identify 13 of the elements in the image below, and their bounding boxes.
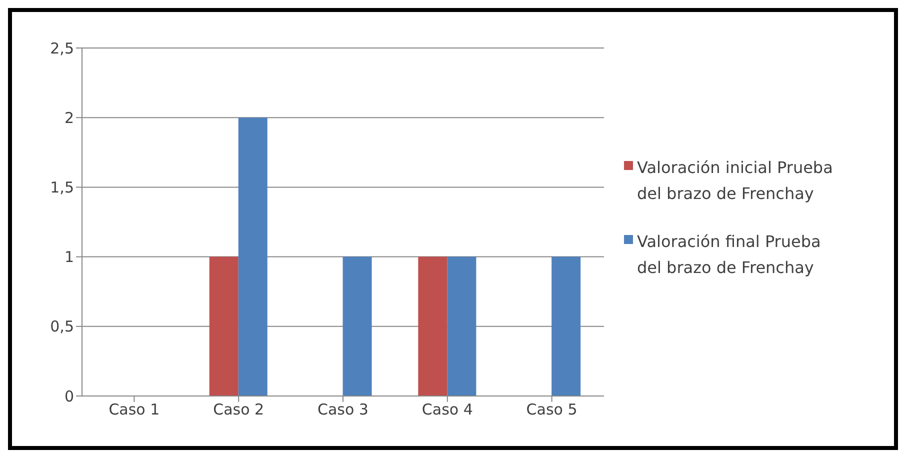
x-tick-label: Caso 2 bbox=[213, 400, 264, 419]
y-tick-label: 0 bbox=[64, 387, 74, 406]
x-tick-label: Caso 3 bbox=[318, 400, 368, 419]
y-tick-label: 1 bbox=[64, 248, 74, 266]
y-tick-label: 1,5 bbox=[50, 178, 74, 197]
x-tick-label: Caso 4 bbox=[422, 400, 473, 419]
x-tick-label: Caso 5 bbox=[526, 400, 578, 419]
legend-label: Valoración inicial Prueba del brazo de Frenchay bbox=[637, 157, 834, 205]
y-tick-label: 2 bbox=[64, 108, 74, 127]
y-tick-label: 0,5 bbox=[50, 318, 74, 336]
y-tick-label: 2,5 bbox=[50, 39, 74, 58]
legend-label: Valoración final Prueba del brazo de Frenchay bbox=[637, 231, 822, 279]
x-tick-label: Caso 1 bbox=[108, 400, 160, 419]
